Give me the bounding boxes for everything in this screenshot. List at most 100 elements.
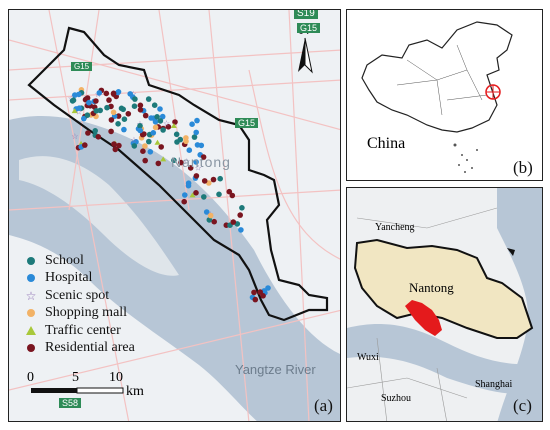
poi-marker-hospital xyxy=(81,115,87,122)
legend-label: Shopping mall xyxy=(45,305,128,321)
poi-marker-residential-area xyxy=(200,154,207,160)
poi-marker-scenic-spot: ☆ xyxy=(71,132,78,141)
poi-marker-school xyxy=(92,128,98,134)
poi-marker-residential-area xyxy=(108,128,114,135)
poi-marker-hospital xyxy=(127,91,133,97)
poi-marker-school xyxy=(191,134,198,140)
poi-marker-hospital xyxy=(150,130,157,136)
poi-marker-residential-area xyxy=(112,146,119,153)
poi-marker-residential-area xyxy=(158,144,164,150)
nantong-city-area xyxy=(353,238,534,339)
poi-marker-school xyxy=(177,136,184,143)
poi-marker-school xyxy=(154,114,160,120)
poi-marker-school xyxy=(173,131,180,138)
poi-marker-traffic-center xyxy=(170,123,177,129)
shopping-mall-dot-icon xyxy=(23,305,39,321)
poi-marker-residential-area xyxy=(137,102,144,109)
road-shield-g15-middle: G15 xyxy=(235,118,259,128)
poi-marker-hospital xyxy=(193,159,199,165)
south-sea-islands xyxy=(453,143,478,173)
poi-marker-residential-area xyxy=(110,90,117,97)
legend-label: Residential area xyxy=(45,340,135,356)
poi-marker-residential-area xyxy=(178,159,184,166)
poi-marker-residential-area xyxy=(229,192,236,199)
legend-item-shopping-mall: Shopping mall xyxy=(23,305,135,323)
poi-marker-residential-area xyxy=(193,190,199,196)
poi-marker-residential-area xyxy=(252,296,259,303)
study-area-map-canvas: ☆☆☆☆☆☆☆☆☆☆☆ xyxy=(9,10,340,421)
poi-marker-residential-area xyxy=(211,218,217,225)
poi-marker-hospital xyxy=(198,142,205,149)
poi-marker-hospital xyxy=(203,209,210,215)
scale-unit: km xyxy=(126,384,144,399)
poi-marker-school xyxy=(118,105,125,112)
triangle-icon xyxy=(23,323,39,339)
legend-item-scenic-spot: ☆ Scenic spot xyxy=(23,287,135,305)
poi-marker-residential-area xyxy=(155,160,162,167)
sea-water xyxy=(497,188,542,421)
region-label-yancheng: Yancheng xyxy=(375,222,415,233)
school-dot-icon xyxy=(23,253,39,269)
north-arrow xyxy=(298,37,313,74)
panel-a-study-area-map: ☆☆☆☆☆☆☆☆☆☆☆ N S19 G15 G15 S58 G15 Nanton… xyxy=(8,9,341,422)
poi-marker-scenic-spot: ☆ xyxy=(130,135,137,144)
legend-label: School xyxy=(45,252,84,268)
poi-marker-shopping-mall xyxy=(142,143,148,149)
poi-marker-shopping-mall xyxy=(110,109,117,116)
poi-marker-school xyxy=(146,138,152,145)
panel-a-tag: (a) xyxy=(314,396,333,415)
residential-dot-icon xyxy=(23,340,39,356)
china-outline-map xyxy=(361,21,513,173)
legend-item-school: School xyxy=(23,252,135,270)
poi-layer: ☆☆☆☆☆☆☆☆☆☆☆ xyxy=(68,87,271,303)
poi-marker-residential-area xyxy=(230,219,237,225)
poi-marker-hospital xyxy=(148,115,154,121)
legend-label: Scenic spot xyxy=(45,287,110,303)
poi-marker-school xyxy=(97,107,103,114)
city-label-nantong: Nantong xyxy=(171,154,231,170)
poi-marker-residential-area xyxy=(187,165,194,171)
poi-marker-hospital xyxy=(159,113,166,120)
china-outline xyxy=(361,21,513,133)
poi-marker-scenic-spot: ☆ xyxy=(183,157,190,166)
poi-marker-hospital xyxy=(189,121,195,127)
legend-item-traffic-center: Traffic center xyxy=(23,322,135,340)
poi-marker-school xyxy=(157,118,164,124)
poi-marker-hospital xyxy=(194,117,200,124)
poi-marker-residential-area xyxy=(93,98,99,104)
poi-marker-hospital xyxy=(121,126,127,133)
poi-marker-school xyxy=(160,127,166,133)
poi-marker-school xyxy=(131,143,138,149)
poi-marker-residential-area xyxy=(193,173,200,179)
poi-marker-hospital xyxy=(96,90,103,96)
poi-marker-residential-area xyxy=(137,107,144,113)
region-label-shanghai: Shanghai xyxy=(475,379,513,390)
poi-marker-residential-area xyxy=(140,148,146,154)
poi-marker-school xyxy=(206,217,213,223)
poi-marker-scenic-spot: ☆ xyxy=(75,108,82,117)
legend-label: Hospital xyxy=(45,270,93,286)
region-map xyxy=(347,188,542,421)
poi-marker-school xyxy=(239,205,245,211)
scale-tick-10: 10 xyxy=(109,370,123,385)
poi-marker-traffic-center xyxy=(71,108,78,114)
scale-tick-0: 0 xyxy=(27,370,34,385)
poi-marker-residential-area xyxy=(115,113,122,119)
poi-marker-residential-area xyxy=(95,134,102,140)
poi-marker-residential-area xyxy=(142,157,148,164)
poi-marker-school xyxy=(84,112,91,118)
poi-marker-residential-area xyxy=(181,198,187,205)
river-label: Yangtze River xyxy=(235,362,316,377)
poi-marker-residential-area xyxy=(226,188,233,195)
poi-marker-school xyxy=(115,121,121,127)
poi-marker-school xyxy=(151,102,158,108)
poi-marker-school xyxy=(201,194,207,200)
poi-marker-school xyxy=(216,191,222,198)
yangtze-estuary xyxy=(347,323,542,395)
poi-marker-scenic-spot: ☆ xyxy=(163,119,170,128)
poi-marker-residential-area xyxy=(251,289,257,296)
panel-b-tag: (b) xyxy=(513,158,533,177)
poi-marker-residential-area xyxy=(111,141,117,147)
road-shield-g15-north: G15 xyxy=(297,23,321,33)
poi-marker-traffic-center xyxy=(154,139,161,145)
